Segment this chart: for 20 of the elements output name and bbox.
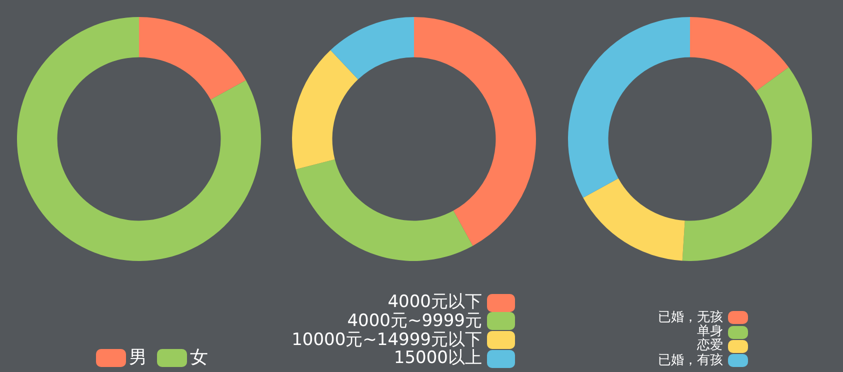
donut-slice: [17, 17, 261, 261]
donut-slice: [690, 17, 789, 91]
legend-label: 男: [129, 347, 147, 368]
legend-label: 15000以上: [394, 348, 482, 368]
donut-slice: [682, 67, 812, 261]
donut-slice: [296, 159, 473, 261]
legend-label: 已婚，无孩: [658, 310, 723, 325]
donut-slice: [414, 17, 536, 246]
donut-slice: [139, 17, 246, 100]
legend-label: 4000元~9999元: [347, 310, 482, 331]
legend-label: 单身: [697, 324, 723, 340]
legend-label: 女: [190, 347, 208, 368]
legend-label: 10000元~14999元以下: [292, 330, 482, 350]
legend-label: 恋爱: [697, 338, 723, 354]
legend-label: 已婚，有孩: [658, 352, 723, 368]
donut-slice: [330, 17, 414, 80]
legend-label: 4000元以下: [388, 292, 482, 312]
donut-slice: [568, 17, 690, 198]
donut-slice: [583, 178, 685, 261]
donut-slice: [292, 50, 358, 170]
